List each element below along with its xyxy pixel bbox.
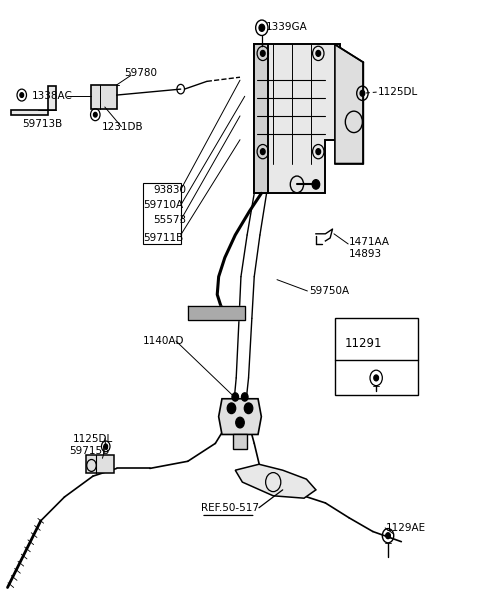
Bar — [335, 319, 418, 395]
Text: 1129AE: 1129AE — [386, 523, 426, 533]
Circle shape — [316, 148, 321, 154]
Circle shape — [20, 93, 24, 97]
Text: 11291: 11291 — [345, 337, 382, 350]
Polygon shape — [86, 455, 114, 472]
Text: 1231DB: 1231DB — [101, 121, 143, 132]
Text: 1338AC: 1338AC — [32, 91, 73, 101]
Circle shape — [104, 444, 108, 449]
Text: 59780: 59780 — [124, 68, 157, 78]
Circle shape — [312, 180, 320, 189]
Polygon shape — [188, 307, 245, 320]
Text: 1125DL: 1125DL — [378, 87, 418, 97]
Circle shape — [261, 50, 265, 56]
Text: 59711B: 59711B — [143, 233, 183, 243]
Text: 59715B: 59715B — [69, 445, 109, 456]
Circle shape — [241, 393, 248, 401]
Text: 1125DL: 1125DL — [73, 434, 113, 444]
Text: 59710A: 59710A — [143, 200, 183, 210]
Circle shape — [232, 393, 239, 401]
Circle shape — [236, 417, 244, 428]
Circle shape — [244, 403, 253, 413]
Polygon shape — [12, 86, 56, 115]
Circle shape — [94, 112, 97, 117]
Polygon shape — [254, 44, 268, 194]
Text: 1339GA: 1339GA — [266, 22, 308, 32]
Circle shape — [316, 50, 321, 56]
Polygon shape — [335, 44, 363, 163]
Bar — [143, 183, 180, 244]
Text: 1471AA: 1471AA — [349, 237, 390, 247]
Polygon shape — [91, 85, 117, 109]
Text: 55573: 55573 — [154, 215, 187, 225]
Polygon shape — [254, 44, 340, 194]
Polygon shape — [235, 464, 316, 498]
Polygon shape — [233, 435, 247, 450]
Circle shape — [259, 24, 264, 31]
Text: REF.50-517: REF.50-517 — [201, 502, 259, 513]
Circle shape — [360, 90, 365, 96]
Text: 59713B: 59713B — [22, 119, 62, 129]
Circle shape — [385, 532, 390, 538]
Circle shape — [374, 375, 379, 381]
Circle shape — [227, 403, 236, 413]
Polygon shape — [219, 398, 261, 435]
Text: 93830: 93830 — [154, 185, 187, 195]
Text: 59750A: 59750A — [309, 286, 349, 296]
Circle shape — [261, 148, 265, 154]
Text: 14893: 14893 — [349, 249, 382, 259]
Text: 1140AD: 1140AD — [143, 336, 184, 346]
